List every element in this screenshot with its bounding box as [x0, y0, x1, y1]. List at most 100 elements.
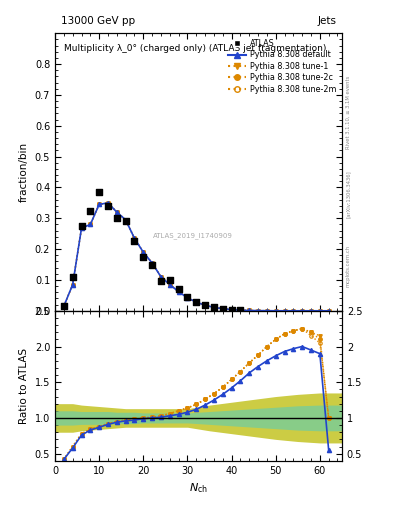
ATLAS: [96, 188, 102, 196]
Pythia 8.308 default: [88, 221, 93, 227]
Pythia 8.308 default: [318, 308, 322, 314]
Pythia 8.308 tune-2c: [185, 295, 190, 301]
Pythia 8.308 tune-1: [326, 308, 331, 314]
Pythia 8.308 default: [176, 289, 181, 295]
Pythia 8.308 tune-2c: [79, 225, 84, 231]
Text: ATLAS_2019_I1740909: ATLAS_2019_I1740909: [153, 232, 233, 239]
ATLAS: [237, 306, 244, 314]
Text: Multiplicity λ_0° (charged only) (ATLAS jet fragmentation): Multiplicity λ_0° (charged only) (ATLAS …: [64, 45, 326, 53]
Pythia 8.308 tune-2c: [247, 307, 252, 313]
Pythia 8.308 default: [132, 235, 137, 241]
Pythia 8.308 tune-2c: [211, 304, 216, 310]
ATLAS: [140, 253, 147, 261]
Pythia 8.308 tune-2m: [274, 308, 278, 314]
Pythia 8.308 tune-2c: [141, 249, 146, 255]
Pythia 8.308 tune-1: [300, 308, 305, 314]
Pythia 8.308 tune-1: [167, 282, 172, 288]
Pythia 8.308 default: [282, 308, 287, 314]
Pythia 8.308 tune-2c: [176, 289, 181, 295]
Pythia 8.308 tune-1: [220, 306, 225, 312]
Pythia 8.308 tune-2m: [238, 307, 243, 313]
Pythia 8.308 default: [159, 274, 163, 280]
Pythia 8.308 default: [300, 308, 305, 314]
Pythia 8.308 tune-1: [79, 225, 84, 231]
Pythia 8.308 default: [70, 282, 75, 288]
Pythia 8.308 tune-2m: [300, 308, 305, 314]
Pythia 8.308 tune-2m: [150, 260, 154, 266]
Pythia 8.308 default: [194, 299, 198, 305]
Pythia 8.308 tune-2m: [203, 302, 208, 308]
Pythia 8.308 tune-2c: [194, 299, 198, 305]
Pythia 8.308 tune-2c: [203, 302, 208, 308]
Pythia 8.308 tune-2c: [256, 308, 261, 314]
Pythia 8.308 tune-2m: [185, 295, 190, 301]
Pythia 8.308 tune-2m: [176, 289, 181, 295]
Pythia 8.308 tune-1: [309, 308, 313, 314]
Pythia 8.308 tune-1: [229, 307, 234, 313]
Line: Pythia 8.308 tune-2c: Pythia 8.308 tune-2c: [62, 201, 331, 312]
Pythia 8.308 tune-2m: [282, 308, 287, 314]
Pythia 8.308 tune-1: [185, 295, 190, 301]
Pythia 8.308 default: [264, 308, 269, 314]
Pythia 8.308 tune-2c: [220, 306, 225, 312]
ATLAS: [202, 301, 208, 309]
Pythia 8.308 tune-2m: [220, 306, 225, 312]
Legend: ATLAS, Pythia 8.308 default, Pythia 8.308 tune-1, Pythia 8.308 tune-2c, Pythia 8: ATLAS, Pythia 8.308 default, Pythia 8.30…: [225, 36, 340, 97]
Pythia 8.308 tune-2c: [229, 307, 234, 313]
Pythia 8.308 default: [114, 209, 119, 215]
Pythia 8.308 default: [106, 200, 110, 206]
Pythia 8.308 tune-1: [114, 209, 119, 215]
Pythia 8.308 tune-2c: [326, 308, 331, 314]
Pythia 8.308 tune-2m: [132, 235, 137, 241]
Pythia 8.308 tune-2c: [97, 201, 101, 207]
Pythia 8.308 default: [326, 308, 331, 314]
Pythia 8.308 tune-2c: [106, 200, 110, 206]
ATLAS: [123, 217, 129, 225]
Pythia 8.308 default: [141, 249, 146, 255]
ATLAS: [158, 278, 164, 286]
Pythia 8.308 default: [274, 308, 278, 314]
Pythia 8.308 tune-2m: [106, 200, 110, 206]
Pythia 8.308 tune-2c: [150, 260, 154, 266]
ATLAS: [78, 222, 84, 230]
Pythia 8.308 tune-2m: [88, 221, 93, 227]
Pythia 8.308 tune-1: [159, 274, 163, 280]
Pythia 8.308 tune-2m: [291, 308, 296, 314]
Pythia 8.308 tune-1: [256, 308, 261, 314]
Pythia 8.308 default: [309, 308, 313, 314]
Pythia 8.308 tune-1: [106, 200, 110, 206]
Pythia 8.308 tune-1: [238, 307, 243, 313]
Pythia 8.308 tune-1: [132, 235, 137, 241]
ATLAS: [220, 305, 226, 313]
Pythia 8.308 default: [61, 303, 66, 309]
Pythia 8.308 tune-1: [176, 289, 181, 295]
Pythia 8.308 tune-2c: [291, 308, 296, 314]
Pythia 8.308 tune-1: [141, 249, 146, 255]
Pythia 8.308 tune-2m: [114, 209, 119, 215]
Pythia 8.308 tune-2m: [229, 307, 234, 313]
Pythia 8.308 tune-2c: [318, 308, 322, 314]
Pythia 8.308 default: [291, 308, 296, 314]
Pythia 8.308 tune-1: [203, 302, 208, 308]
Y-axis label: Ratio to ATLAS: Ratio to ATLAS: [19, 348, 29, 424]
Pythia 8.308 default: [229, 307, 234, 313]
Pythia 8.308 tune-2c: [274, 308, 278, 314]
Text: Jets: Jets: [317, 16, 336, 26]
ATLAS: [70, 273, 76, 281]
Pythia 8.308 tune-1: [194, 299, 198, 305]
Pythia 8.308 tune-2m: [159, 274, 163, 280]
Pythia 8.308 tune-2c: [132, 235, 137, 241]
Text: Rivet 3.1.10, ≥ 3.1M events: Rivet 3.1.10, ≥ 3.1M events: [346, 76, 351, 150]
Pythia 8.308 tune-2c: [123, 217, 128, 223]
Pythia 8.308 tune-1: [70, 282, 75, 288]
Pythia 8.308 tune-2m: [247, 307, 252, 313]
Pythia 8.308 tune-1: [264, 308, 269, 314]
ATLAS: [184, 293, 191, 301]
Pythia 8.308 tune-1: [123, 217, 128, 223]
Pythia 8.308 tune-2c: [114, 209, 119, 215]
ATLAS: [131, 238, 138, 246]
Line: Pythia 8.308 tune-2m: Pythia 8.308 tune-2m: [62, 201, 331, 312]
ATLAS: [228, 306, 235, 314]
Pythia 8.308 tune-1: [88, 221, 93, 227]
Pythia 8.308 tune-1: [274, 308, 278, 314]
